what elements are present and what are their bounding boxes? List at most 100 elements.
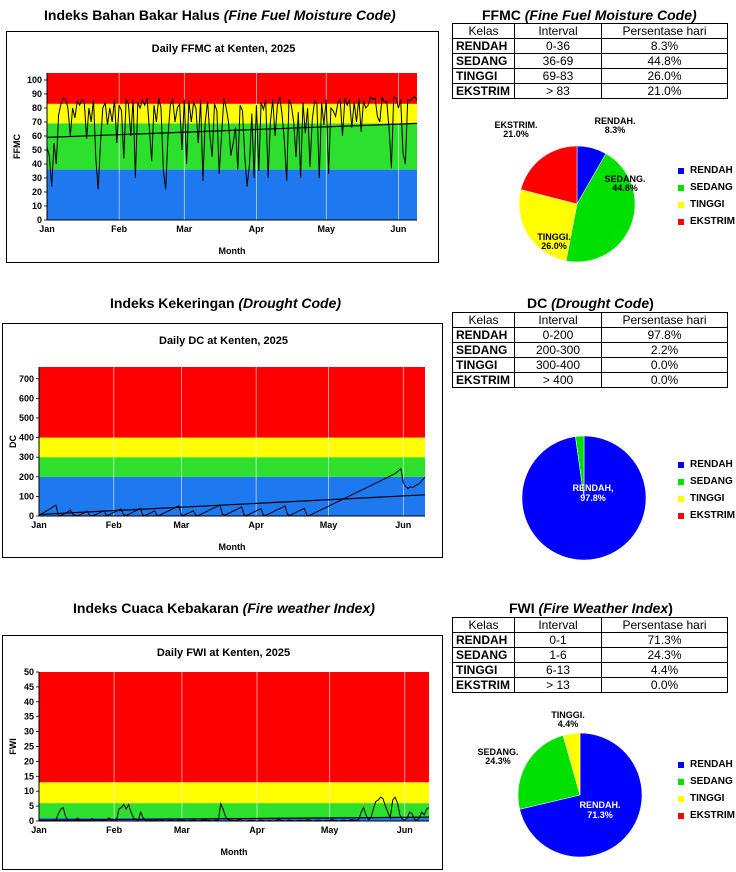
x-tick-label: Jan: [31, 825, 47, 835]
y-tick-label: 0: [29, 816, 34, 826]
legend-label: SEDANG: [690, 182, 733, 193]
x-tick-label: Feb: [106, 825, 123, 835]
y-axis-label: FWI: [8, 738, 18, 755]
pie-label-sedang-name: SEDANG.: [604, 174, 645, 184]
legend-item: RENDAH: [678, 162, 735, 179]
fwi-class-table: Kelas Interval Persentase hari RENDAH 0-1…: [452, 617, 728, 693]
pie-label-rendah-name: RENDAH.: [594, 116, 635, 126]
dc-title-italic: (Drought Code): [238, 295, 342, 311]
table-row: EKSTRIM > 83 21.0%: [452, 83, 728, 99]
x-axis-label: Month: [219, 246, 246, 256]
legend-item: RENDAH: [678, 756, 735, 773]
header-persentase: Persentase hari: [601, 23, 728, 39]
y-tick-label: 80: [32, 103, 42, 113]
y-tick-label: 40: [24, 697, 34, 707]
dc-table-title-italic: (Drought Code: [551, 295, 650, 311]
legend-label: RENDAH: [690, 759, 733, 770]
dc-table-title: DC (Drought Code): [527, 295, 654, 311]
legend-item: EKSTRIM: [678, 807, 735, 824]
pie-label-tinggi-name: TINGGI.: [551, 710, 585, 720]
pct-cell: 0.0%: [601, 677, 728, 693]
fwi-line-chart: Daily FWI at Kenten, 2025 Jan Feb Mar Apr May…: [8, 647, 430, 857]
legend-swatch-tinggi: [678, 795, 684, 802]
y-tick-label: 45: [24, 682, 34, 692]
pct-cell: 24.3%: [601, 647, 728, 663]
pie-slice-sedang: [517, 735, 581, 810]
interval-cell: 36-69: [514, 53, 602, 69]
header-kelas: Kelas: [452, 617, 515, 633]
dc-line-chart: Daily DC at Kenten, 2025 Jan Feb Mar Apr May J…: [8, 335, 426, 552]
legend-item: SEDANG: [678, 473, 735, 490]
legend-swatch-rendah: [678, 461, 684, 468]
y-tick-label: 30: [24, 727, 34, 737]
pct-cell: 0.0%: [601, 357, 728, 373]
interval-cell: > 83: [514, 83, 602, 99]
fwi-pie-legend: RENDAH SEDANG TINGGI EKSTRIM: [678, 756, 735, 824]
pct-cell: 4.4%: [601, 662, 728, 678]
trend-line: [38, 494, 426, 516]
interval-cell: 0-200: [514, 327, 602, 343]
band-tinggi: [39, 782, 429, 804]
legend-label: TINGGI: [690, 793, 725, 804]
kelas-cell: RENDAH: [452, 327, 515, 343]
kelas-cell: TINGGI: [452, 662, 515, 678]
fwi-section-title: Indeks Cuaca Kebakaran (Fire weather Ind…: [73, 600, 375, 616]
pie-label-rendah-pct: 8.3%: [605, 125, 626, 135]
y-tick-label: 50: [24, 667, 34, 677]
legend-label: EKSTRIM: [690, 216, 735, 227]
interval-cell: 0-1: [514, 632, 602, 648]
ffmc-line-chart: Daily FFMC at Kenten, 2025 Jan Feb Mar Apr Ma…: [12, 43, 418, 256]
interval-cell: 0-36: [514, 38, 602, 54]
y-tick-label: 60: [32, 131, 42, 141]
dc-table-title-main: DC: [527, 295, 552, 311]
pie-slice-sedang: [565, 153, 636, 263]
kelas-cell: TINGGI: [452, 68, 515, 84]
x-tick-label: Jun: [390, 224, 406, 234]
pie-slice-sedang: [575, 435, 585, 499]
ffmc-section-title: Indeks Bahan Bakar Halus (Fine Fuel Mois…: [44, 7, 396, 23]
pie-label-rendah-name: RENDAH.: [579, 800, 620, 810]
x-tick-label: Mar: [173, 520, 190, 530]
kelas-cell: SEDANG: [452, 53, 515, 69]
dc-chart-box: Daily DC at Kenten, 2025 Jan Feb Mar Apr May J…: [2, 323, 443, 558]
y-tick-label: 700: [19, 374, 34, 384]
dc-title-main: Indeks Kekeringan: [110, 295, 239, 311]
legend-swatch-rendah: [678, 761, 684, 768]
pct-cell: 44.8%: [601, 53, 728, 69]
header-persentase: Persentase hari: [601, 617, 728, 633]
legend-swatch-ekstrim: [678, 812, 684, 819]
x-tick-label: Jan: [39, 224, 55, 234]
pie-label-rendah-pct: 71.3%: [587, 810, 613, 820]
x-tick-label: Jan: [31, 520, 47, 530]
pie-slice-tinggi: [562, 732, 581, 796]
legend-item: TINGGI: [678, 790, 735, 807]
y-tick-label: 50: [32, 145, 42, 155]
fwi-title-main: Indeks Cuaca Kebakaran: [73, 600, 243, 616]
pie-label-ekstrim-pct: 21.0%: [503, 129, 529, 139]
pie-label-rendah-name: RENDAH,: [572, 483, 613, 493]
pie-label-tinggi-pct: 4.4%: [558, 719, 579, 729]
ffmc-class-table: Kelas Interval Persentase hari RENDAH 0-3…: [452, 23, 728, 99]
pie-label-sedang-pct: 24.3%: [485, 756, 511, 766]
band-rendah: [47, 169, 417, 220]
interval-cell: 300-400: [514, 357, 602, 373]
pct-cell: 8.3%: [601, 38, 728, 54]
band-sedang: [47, 123, 417, 170]
x-tick-label: Feb: [106, 520, 123, 530]
interval-cell: > 13: [514, 677, 602, 693]
band-sedang: [39, 803, 429, 819]
header-kelas: Kelas: [452, 23, 515, 39]
band-sedang: [39, 457, 425, 477]
x-tick-label: Apr: [249, 825, 265, 835]
band-ekstrim: [39, 672, 429, 783]
legend-label: EKSTRIM: [690, 510, 735, 521]
y-axis-label: FFMC: [12, 134, 22, 159]
interval-cell: > 400: [514, 372, 602, 388]
interval-cell: 69-83: [514, 68, 602, 84]
legend-item: EKSTRIM: [678, 213, 735, 230]
y-tick-label: 100: [27, 75, 42, 85]
pie-label-rendah-pct: 97.8%: [580, 493, 606, 503]
ffmc-chart-box: Daily FFMC at Kenten, 2025 Jan Feb Mar Apr Ma…: [6, 31, 439, 263]
kelas-cell: SEDANG: [452, 342, 515, 358]
legend-swatch-tinggi: [678, 495, 684, 502]
